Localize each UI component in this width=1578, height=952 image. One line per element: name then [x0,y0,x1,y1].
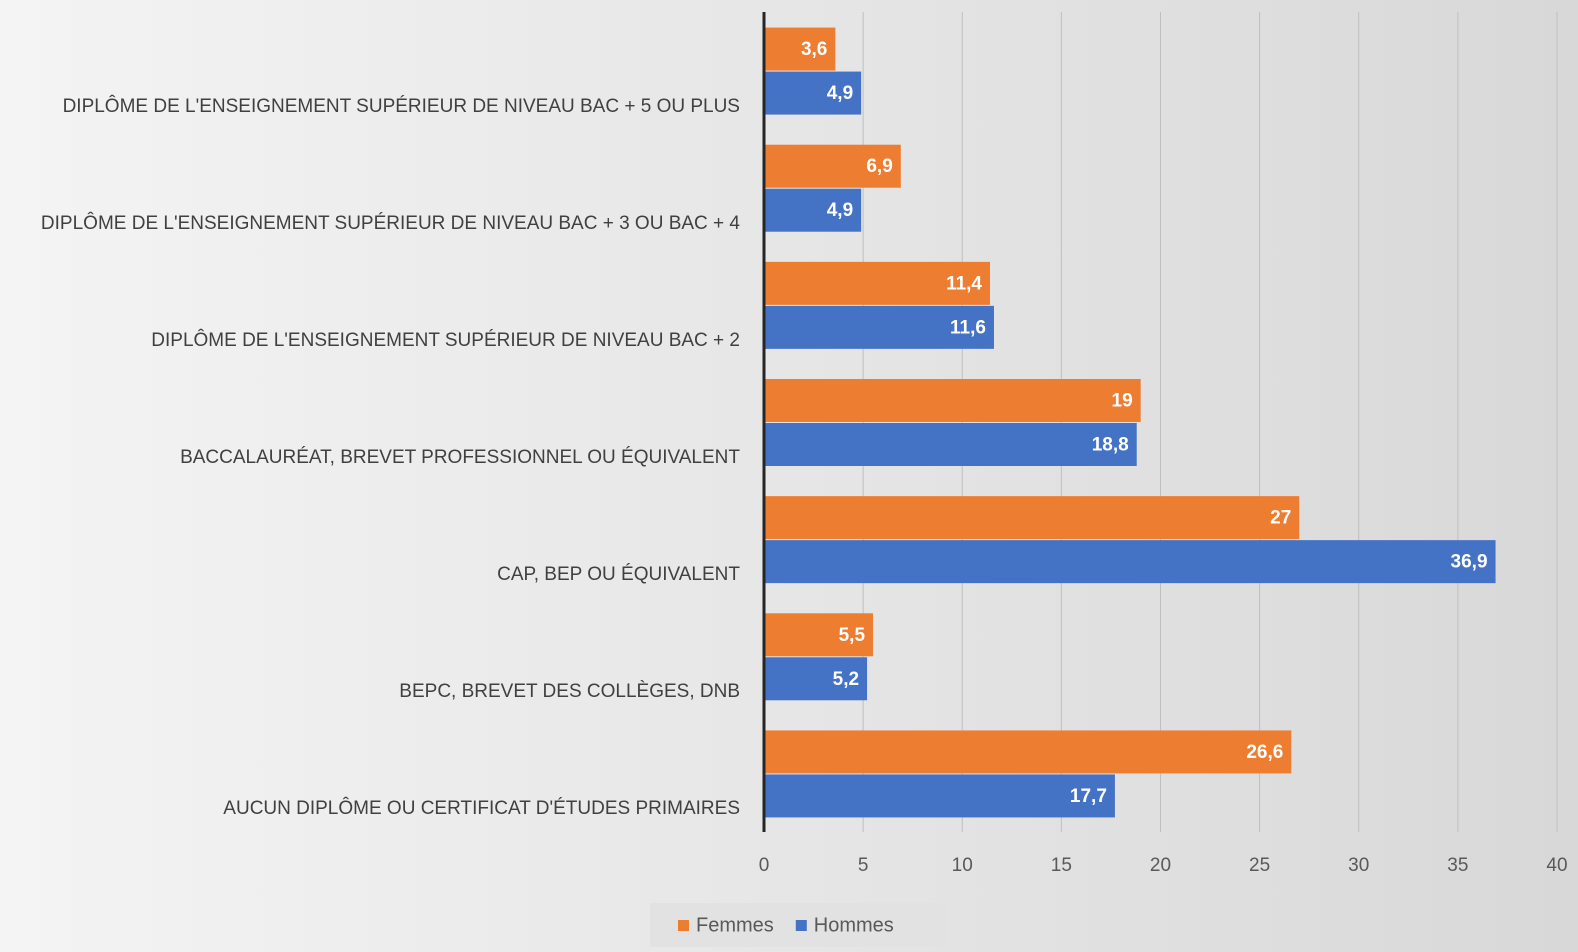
value-label: 19 [1112,391,1133,412]
value-label: 5,2 [833,669,859,690]
category-label: CAP, BEP OU ÉQUIVALENT [497,564,740,586]
value-label: 5,5 [839,625,866,646]
bar [764,657,868,701]
x-tick-label: 0 [759,855,770,876]
bar [764,540,1496,584]
bar [764,71,862,115]
bar [764,730,1292,774]
legend-label: Hommes [814,914,894,936]
bar [764,27,836,71]
category-label: BACCALAURÉAT, BREVET PROFESSIONNEL OU ÉQ… [180,447,740,468]
value-label: 27 [1270,508,1291,529]
value-label: 36,9 [1451,552,1488,573]
bar [764,423,1137,466]
x-tick-label: 40 [1546,855,1567,876]
category-label: DIPLÔME DE L'ENSEIGNEMENT SUPÉRIEUR DE N… [151,329,740,351]
value-label: 11,6 [950,317,986,338]
legend-label: Femmes [696,914,774,936]
x-tick-label: 35 [1447,855,1468,876]
category-label: AUCUN DIPLÔME OU CERTIFICAT D'ÉTUDES PRI… [223,798,740,820]
value-label: 18,8 [1092,435,1129,456]
value-label: 6,9 [866,156,892,177]
category-label: DIPLÔME DE L'ENSEIGNEMENT SUPÉRIEUR DE N… [62,95,740,117]
value-label: 17,7 [1070,786,1107,807]
bar [764,496,1300,540]
bar [764,188,862,232]
category-label: BEPC, BREVET DES COLLÈGES, DNB [399,681,740,703]
x-tick-label: 30 [1348,855,1369,876]
bar [764,379,1141,422]
bar [764,261,991,305]
value-label: 4,9 [827,83,853,104]
x-tick-label: 5 [858,855,869,876]
legend-swatch [678,920,689,931]
x-tick-label: 25 [1249,855,1270,876]
value-label: 11,4 [946,273,982,294]
bar [764,305,994,349]
category-label: DIPLÔME DE L'ENSEIGNEMENT SUPÉRIEUR DE N… [40,212,740,234]
x-tick-label: 10 [952,855,973,876]
value-label: 3,6 [801,39,827,60]
x-tick-label: 15 [1051,855,1072,876]
value-label: 26,6 [1246,742,1283,763]
bar [764,144,901,188]
bar [764,774,1115,818]
value-label: 4,9 [827,200,853,221]
bar [764,613,874,657]
legend-swatch [795,920,807,931]
x-tick-label: 20 [1150,855,1171,876]
